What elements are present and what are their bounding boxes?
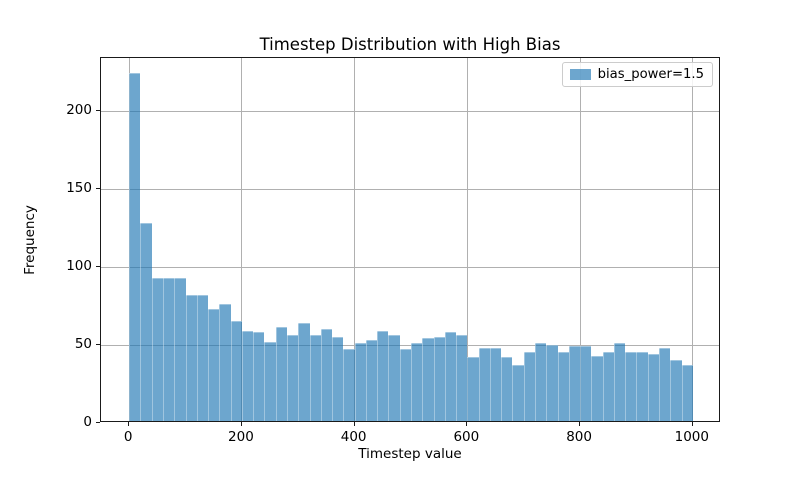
histogram-bar [343,349,355,421]
x-gridline [354,58,356,421]
histogram-bar [659,347,671,421]
histogram-bar [354,343,366,421]
legend: bias_power=1.5 [561,62,713,87]
y-tick-label: 0 [83,414,92,430]
histogram-bar [613,343,626,421]
histogram-bar [399,349,411,421]
histogram-bar [219,304,231,421]
histogram-bar [411,343,423,421]
x-axis-label: Timestep value [358,446,462,462]
y-tick-mark [96,422,100,423]
histogram-bar [208,308,220,421]
histogram-bar [298,322,310,421]
x-tick-mark [128,422,130,426]
histogram-bar [546,344,558,421]
histogram-bar [501,357,513,421]
x-tick-label: 400 [340,429,367,445]
y-gridline [101,266,719,268]
histogram-bar [129,73,141,421]
x-tick-mark [466,422,468,426]
histogram-bar [151,277,163,421]
y-gridline [101,110,719,112]
histogram-bar [332,336,344,421]
histogram-bar [174,277,186,421]
histogram-bar [568,346,581,421]
histogram-bar [557,352,569,421]
x-gridline [579,58,581,421]
legend-label: bias_power=1.5 [597,67,704,82]
histogram-bar [140,223,152,421]
legend-swatch [569,69,591,80]
y-tick-mark [96,266,100,268]
y-tick-mark [96,110,100,112]
histogram-bar [264,341,276,421]
histogram-bar [230,321,242,421]
histogram-bar [287,335,299,421]
histogram-bar [591,355,603,421]
x-tick-mark [691,422,693,426]
chart-title: Timestep Distribution with High Bias [259,35,561,54]
histogram-bar [196,294,209,421]
y-tick-label: 150 [66,180,92,197]
histogram-bar [253,332,265,421]
histogram-bar [478,347,490,421]
histogram-bar [625,352,637,421]
y-tick-label: 200 [66,102,92,119]
histogram-bar [388,335,400,421]
x-tick-mark [353,422,355,426]
histogram-bar [580,346,592,421]
x-gridline [241,58,243,421]
histogram-bar [444,332,457,421]
x-tick-label: 800 [566,429,592,445]
y-axis-label: Frequency [22,205,38,275]
y-gridline [101,188,719,190]
histogram-bar [422,338,434,421]
plot-area: bias_power=1.5 [100,57,720,422]
histogram-bar [636,352,648,421]
histogram-bar [512,364,524,421]
x-tick-mark [579,422,581,426]
x-gridline [466,58,468,421]
histogram-bar [681,364,693,421]
x-tick-label: 0 [123,429,133,445]
histogram-bar [670,360,682,421]
histogram-bar [185,294,197,421]
histogram-bar [523,352,535,421]
y-tick-mark [96,188,100,190]
histogram-bar [535,343,547,421]
histogram-bar [275,327,287,421]
y-gridline [101,344,719,346]
histogram-bar [241,330,254,421]
histogram-bar [489,347,502,421]
histogram-bar [320,329,333,421]
y-tick-label: 100 [66,258,92,275]
histogram-bar [467,357,479,421]
x-gridline [692,58,694,421]
histogram-bar [602,352,614,421]
histogram-bar [163,277,175,421]
histogram-bar [433,336,445,421]
histogram-bar [647,353,659,421]
histogram-bar [456,335,468,421]
x-tick-label: 200 [228,429,254,445]
histogram-bar [309,335,321,421]
histogram-bar [377,330,389,421]
x-tick-mark [240,422,242,426]
y-tick-label: 50 [74,336,92,353]
y-tick-mark [96,344,100,346]
histogram-bar [365,339,378,421]
x-tick-label: 600 [453,429,480,445]
x-tick-label: 1000 [674,429,709,445]
